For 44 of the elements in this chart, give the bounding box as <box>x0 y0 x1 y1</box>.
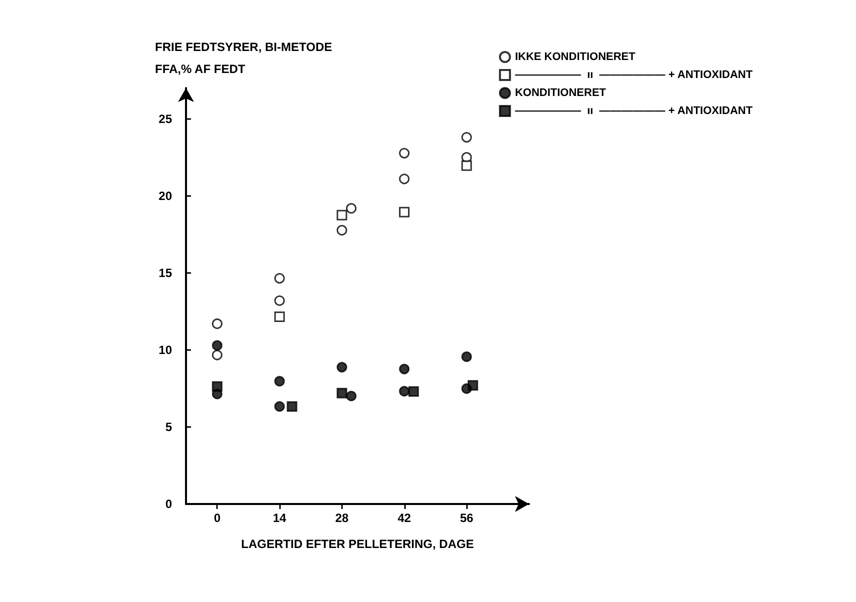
point <box>461 351 472 362</box>
point <box>336 362 348 372</box>
x-tick-label: 14 <box>272 511 287 525</box>
x-tick-label: 42 <box>398 511 412 525</box>
y-axis-title: FFA,% AF FEDT <box>155 62 246 76</box>
point <box>336 388 348 398</box>
point <box>399 174 410 184</box>
point <box>212 350 222 360</box>
legend-label: KONDITIONERET <box>514 87 606 99</box>
point <box>346 390 357 402</box>
x-tick-label: 0 <box>214 511 221 525</box>
point <box>336 224 348 236</box>
y-tick-label: 10 <box>158 342 172 357</box>
point <box>399 386 410 396</box>
y-tick-label: 25 <box>158 112 172 126</box>
legend-label: —————— ıı —————— + ANTIOXIDANT <box>514 105 753 117</box>
chart-title: FRIE FEDTSYRER, BI-METODE <box>155 40 332 54</box>
legend-label: —————— ıı —————— + ANTIOXIDANT <box>514 69 753 81</box>
y-tick-label: 15 <box>158 266 172 280</box>
x-tick-label: 56 <box>460 511 474 525</box>
legend-label: IKKE KONDITIONERET <box>514 51 636 63</box>
point <box>274 312 285 322</box>
point <box>274 376 285 386</box>
point <box>212 318 222 329</box>
point <box>274 273 285 284</box>
point <box>286 401 298 412</box>
x-tick-label: 28 <box>335 511 349 525</box>
point <box>408 386 419 397</box>
point <box>461 160 472 171</box>
point <box>399 148 410 158</box>
point <box>346 203 357 214</box>
point <box>274 401 285 412</box>
point <box>212 381 222 392</box>
point <box>399 206 410 218</box>
point <box>212 340 222 351</box>
x-axis-title: LAGERTID EFTER PELLETERING, DAGE <box>241 537 474 551</box>
y-tick-label: 0 <box>165 497 172 511</box>
point <box>274 295 285 306</box>
point <box>468 380 478 391</box>
point <box>399 364 410 374</box>
y-tick-label: 5 <box>165 420 172 434</box>
point <box>461 132 472 143</box>
y-tick-label: 20 <box>158 188 172 203</box>
point <box>336 210 348 220</box>
